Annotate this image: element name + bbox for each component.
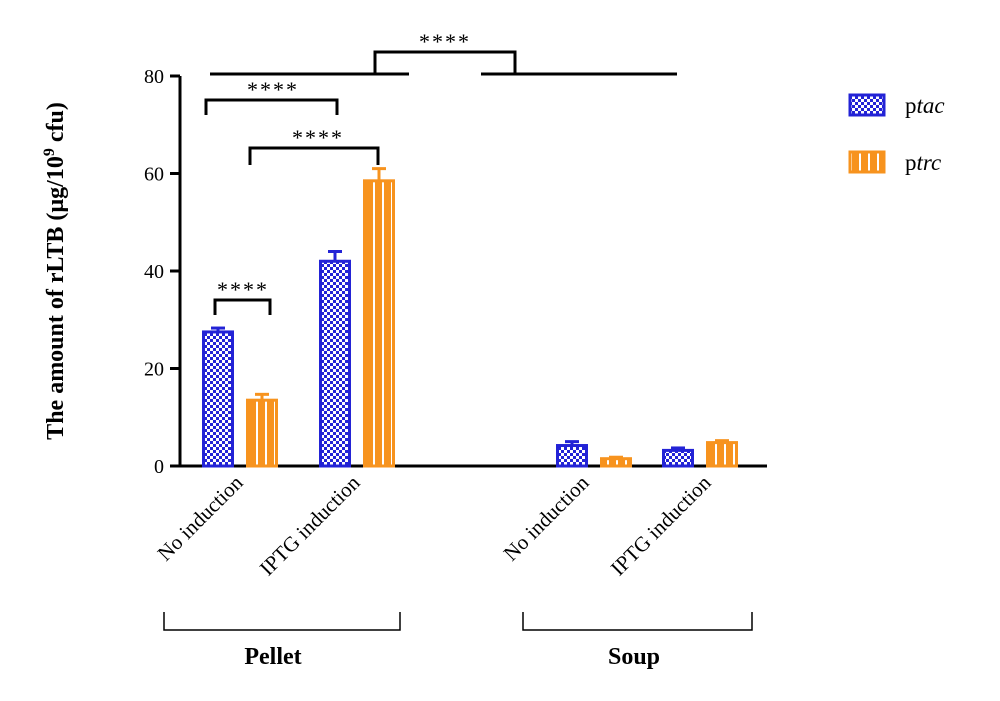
significance-ptac-bracket: **** bbox=[204, 77, 339, 115]
error-bar bbox=[715, 439, 729, 443]
significance-label: **** bbox=[247, 77, 299, 102]
soup-group-label: Soup bbox=[608, 644, 660, 670]
bar-ptrc bbox=[363, 179, 395, 468]
pellet-group-label: Pellet bbox=[244, 644, 301, 670]
error-bars bbox=[211, 167, 729, 459]
error-bar bbox=[211, 326, 225, 332]
category-label: IPTG induction bbox=[606, 470, 716, 580]
error-bar bbox=[372, 167, 386, 181]
category-label: IPTG induction bbox=[255, 470, 365, 580]
bar-ptrc bbox=[246, 398, 278, 468]
legend-label-ptac: ptac bbox=[905, 93, 945, 118]
y-tick-label: 80 bbox=[144, 66, 164, 88]
legend-label-ptrc: ptrc bbox=[905, 150, 941, 175]
legend-swatch-ptac bbox=[848, 93, 886, 117]
y-tick-label: 0 bbox=[154, 456, 164, 478]
bars bbox=[202, 179, 738, 468]
error-bar bbox=[609, 455, 623, 459]
significance-ptrc-bracket: **** bbox=[248, 125, 380, 165]
error-bar bbox=[565, 440, 579, 446]
y-axis-title-superscript: 9 bbox=[41, 148, 58, 156]
bar-ptac bbox=[319, 259, 351, 468]
category-label: No induction bbox=[499, 470, 594, 565]
significance-pair-bracket: **** bbox=[213, 277, 272, 315]
significance-group-bracket: **** bbox=[210, 29, 677, 76]
legend-swatch-ptrc bbox=[848, 150, 886, 174]
significance-label: **** bbox=[292, 125, 344, 150]
bar-ptac bbox=[202, 330, 234, 468]
legend: ptac ptrc bbox=[848, 93, 945, 175]
y-axis-title: The amount of rLTB (µg/109 cfu) bbox=[41, 102, 69, 440]
bar-ptac bbox=[556, 444, 588, 468]
y-tick-label: 60 bbox=[144, 164, 164, 186]
bar-ptrc bbox=[600, 457, 632, 468]
bar-ptac bbox=[662, 448, 694, 468]
y-ticks: 0 20 40 60 80 bbox=[144, 66, 180, 478]
y-tick-label: 40 bbox=[144, 261, 164, 283]
error-bar bbox=[328, 250, 342, 262]
significance-label: **** bbox=[419, 29, 471, 54]
category-labels: No induction IPTG induction No induction IP… bbox=[153, 470, 716, 580]
error-bar bbox=[255, 392, 269, 401]
y-tick-label: 20 bbox=[144, 359, 164, 381]
pellet-group-bracket bbox=[163, 612, 401, 631]
soup-group-bracket bbox=[522, 612, 753, 631]
significance-label: **** bbox=[217, 277, 269, 302]
bar-ptrc bbox=[706, 441, 738, 468]
error-bar bbox=[671, 446, 685, 451]
category-label: No induction bbox=[153, 470, 248, 565]
